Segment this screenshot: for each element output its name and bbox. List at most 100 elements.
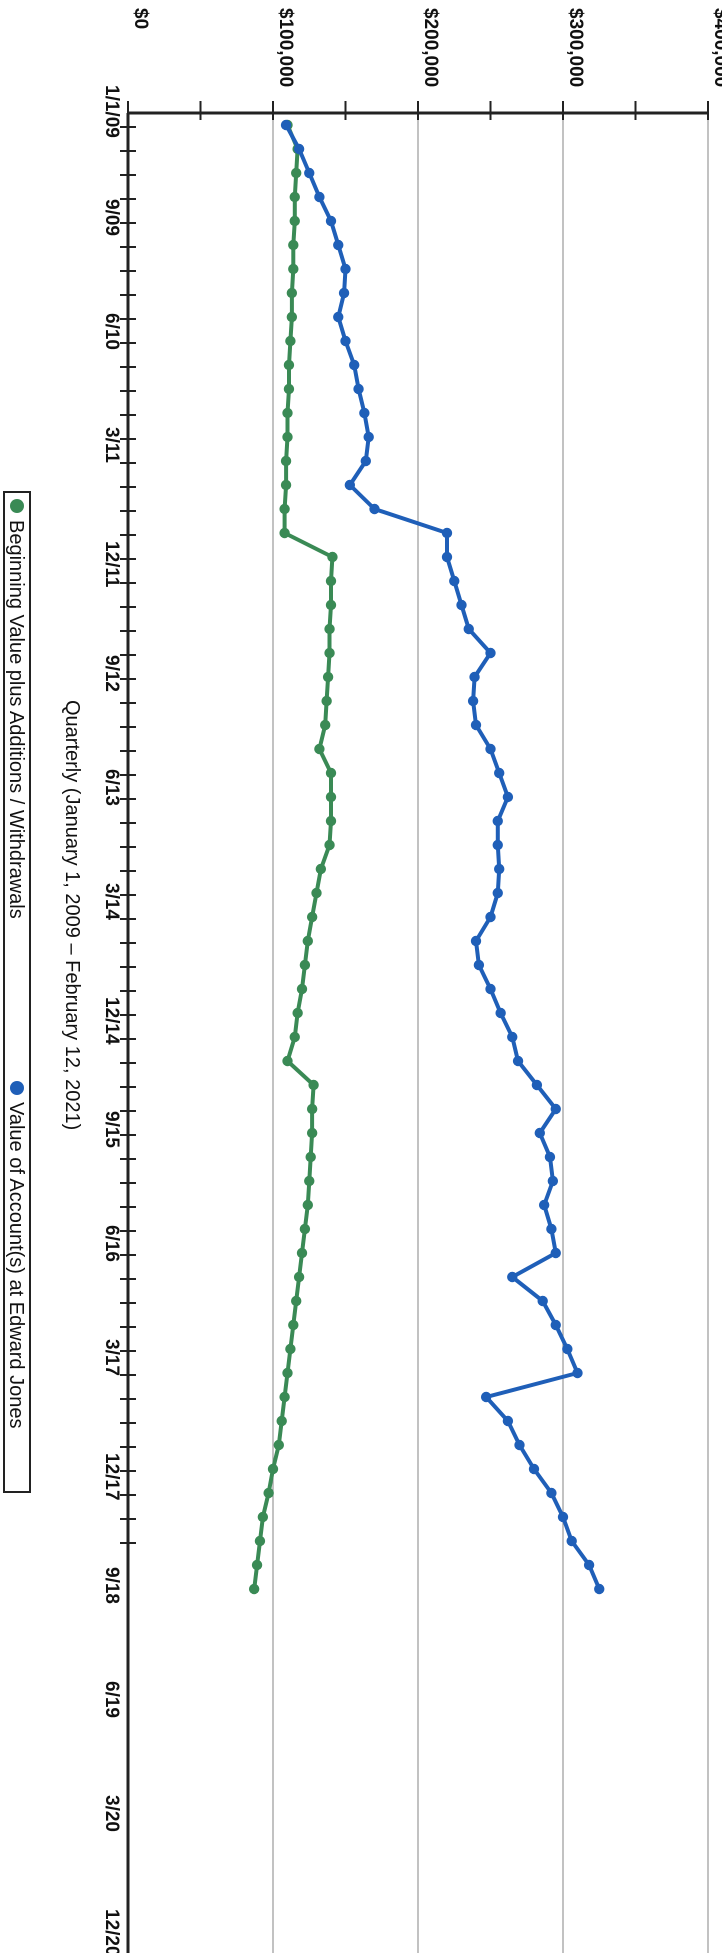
value-tick-label: $300,000	[565, 8, 586, 87]
data-point	[288, 263, 299, 275]
data-point	[306, 911, 318, 923]
value-tick-label: $200,000	[420, 8, 441, 87]
category-tick-label: 3/11	[101, 427, 122, 463]
data-point	[456, 599, 467, 611]
data-point	[273, 1439, 284, 1451]
data-point	[502, 791, 514, 803]
data-point	[485, 983, 496, 995]
data-point	[583, 1559, 595, 1571]
data-point	[308, 1079, 319, 1091]
legend: Beginning Value plus Additions / Withdra…	[3, 491, 31, 1493]
series-group	[248, 119, 605, 1595]
data-point	[494, 863, 505, 875]
data-point	[320, 719, 331, 731]
data-point	[492, 887, 503, 899]
data-point	[512, 1055, 524, 1067]
data-point	[449, 575, 460, 587]
data-point	[325, 575, 337, 587]
data-point	[572, 1367, 583, 1379]
data-point	[547, 1175, 559, 1187]
data-point	[470, 935, 482, 947]
x-axis-label: Quarterly (January 1, 2009 – February 12…	[61, 700, 83, 1130]
data-point	[492, 815, 503, 827]
data-point	[492, 839, 503, 851]
category-tick-label: 9/09	[101, 199, 122, 236]
legend-box	[3, 491, 31, 1493]
data-point	[534, 1127, 545, 1139]
x-ticks: 1/1/09 9/09 6/10 3/11 12/11 9/12 6/13 3/14 12/14…	[101, 85, 136, 1953]
category-tick-label: 12/20	[101, 1909, 122, 1953]
data-point	[473, 959, 485, 971]
data-point	[324, 647, 335, 659]
data-point	[289, 215, 300, 227]
grid-lines	[272, 113, 709, 1953]
legend-marker-account-value	[10, 1081, 24, 1095]
data-point	[325, 791, 337, 803]
data-point	[304, 167, 315, 179]
data-point	[257, 1511, 269, 1523]
data-point	[514, 1439, 525, 1451]
data-point	[333, 239, 344, 251]
data-point	[546, 1487, 557, 1499]
data-point	[325, 815, 337, 827]
category-tick-label: 1/1/09	[101, 85, 122, 138]
legend-label-beginning-value: Beginning Value plus Additions / Withdra…	[5, 520, 27, 919]
value-tick-label: $100,000	[275, 8, 296, 87]
data-point	[360, 455, 371, 467]
data-point	[325, 599, 337, 611]
data-point	[299, 1223, 311, 1235]
data-point	[528, 1463, 540, 1475]
data-point	[267, 1463, 279, 1475]
data-point	[289, 1031, 300, 1043]
data-point	[251, 1559, 263, 1571]
data-point	[480, 1391, 492, 1403]
data-point	[531, 1079, 543, 1091]
data-point	[283, 383, 295, 395]
category-tick-label: 6/16	[101, 1225, 122, 1262]
data-point	[302, 935, 313, 947]
data-point	[485, 647, 496, 659]
value-tick-label: $0	[130, 8, 151, 29]
series-0	[248, 119, 338, 1595]
series-1	[280, 119, 605, 1595]
data-point	[306, 1127, 318, 1139]
data-point	[325, 767, 337, 779]
data-point	[550, 1247, 561, 1259]
data-point	[562, 1343, 573, 1355]
data-point	[507, 1031, 518, 1043]
data-point	[507, 1271, 518, 1283]
data-point	[594, 1583, 605, 1595]
data-point	[359, 407, 370, 419]
data-point	[285, 1343, 296, 1355]
data-point	[280, 119, 292, 131]
data-point	[279, 503, 290, 515]
data-point	[544, 1151, 556, 1163]
data-point	[305, 1151, 316, 1163]
category-tick-label: 9/18	[101, 1567, 122, 1604]
data-point	[338, 287, 350, 299]
data-point	[538, 1199, 550, 1211]
series-line-1	[284, 124, 602, 1590]
data-point	[344, 479, 356, 491]
data-point	[289, 191, 300, 203]
data-point	[280, 479, 292, 491]
data-point	[485, 743, 496, 755]
category-tick-label: 3/17	[101, 1339, 122, 1376]
data-point	[327, 551, 338, 563]
data-point	[353, 383, 364, 395]
data-point	[557, 1511, 569, 1523]
legend-marker-beginning-value	[10, 499, 24, 513]
legend-label-account-value: Value of Account(s) at Edward Jones	[5, 1102, 27, 1428]
data-point	[546, 1223, 557, 1235]
data-point	[282, 431, 293, 443]
data-point	[292, 1007, 303, 1019]
data-point	[286, 287, 298, 299]
data-point	[311, 887, 322, 899]
data-point	[314, 191, 325, 203]
data-point	[324, 623, 335, 635]
value-tick-label: $400,000	[710, 8, 722, 87]
data-point	[279, 527, 290, 539]
category-tick-label: 6/19	[101, 1681, 122, 1718]
